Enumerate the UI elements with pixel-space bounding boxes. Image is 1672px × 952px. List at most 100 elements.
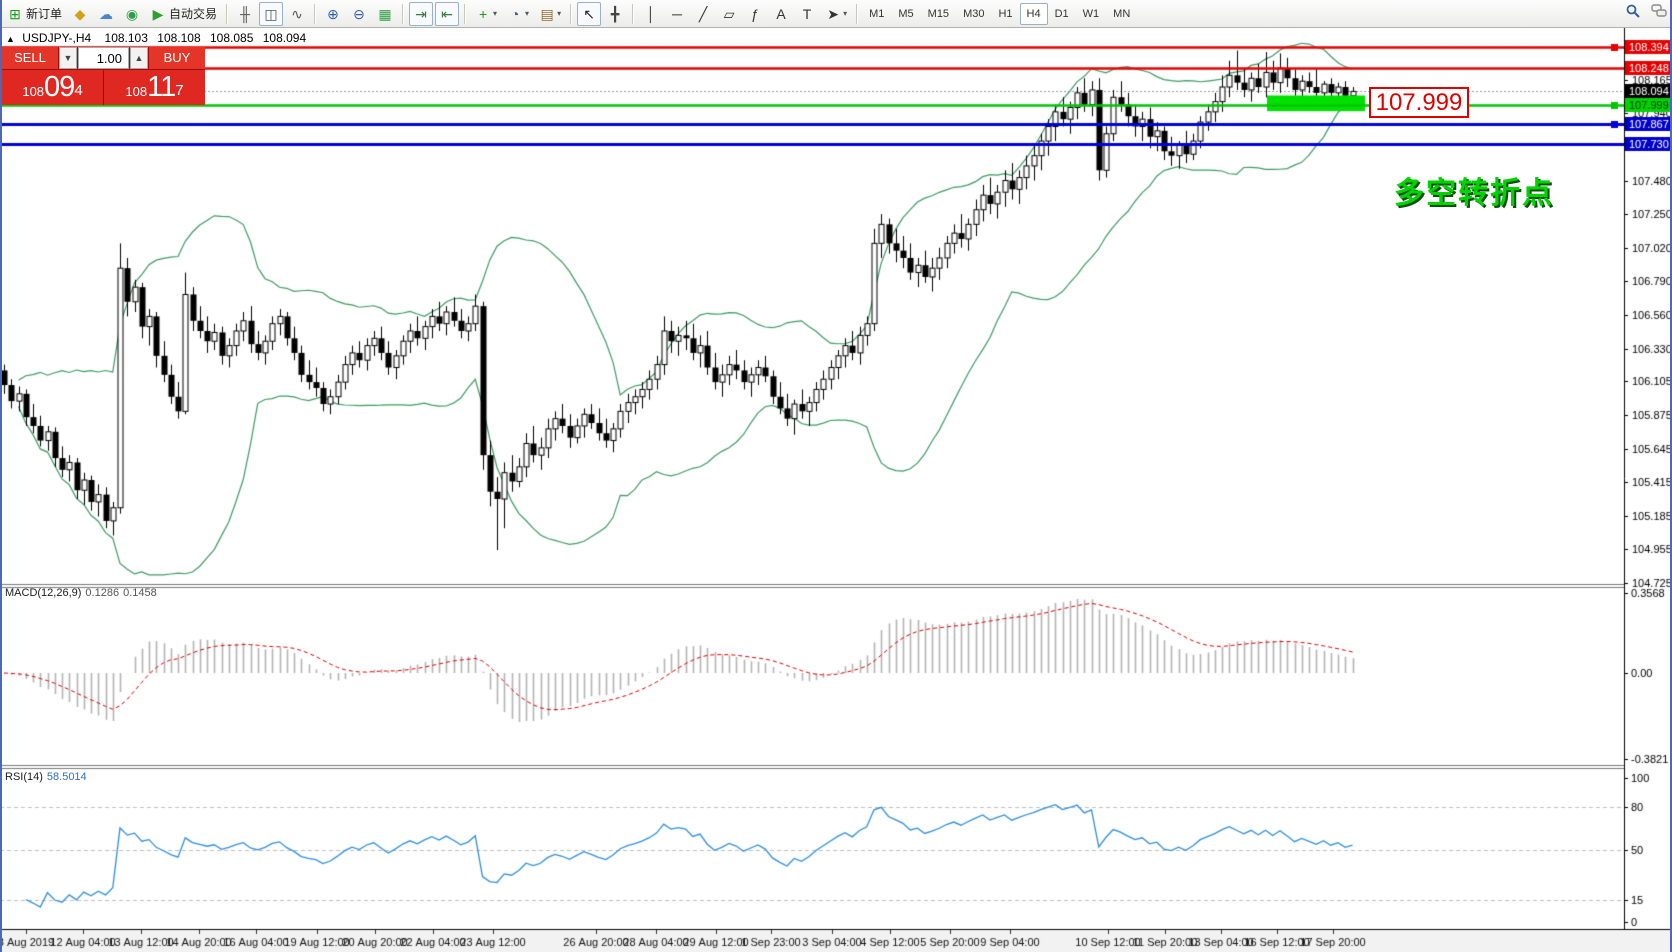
candlestick-chart-icon: ◫ — [264, 5, 278, 22]
ohlc-low: 108.085 — [210, 31, 254, 45]
periods-icon: ◔ — [510, 5, 520, 22]
chat-icon — [1651, 3, 1667, 24]
timeframe-m1[interactable]: M1 — [869, 7, 885, 20]
text-label-icon: T — [802, 5, 812, 22]
templates-icon: ▤ — [540, 5, 554, 22]
dropdown-caret-icon: ▾ — [843, 9, 848, 18]
arrows-icon: ➤ — [827, 5, 839, 22]
arrows-button[interactable]: ➤ ▾ — [821, 2, 851, 26]
line-chart-button[interactable]: ∿ — [285, 2, 309, 26]
dropdown-caret-icon: ▾ — [493, 9, 498, 18]
toolbar-separator — [314, 3, 317, 24]
toolbar-separator — [632, 3, 635, 24]
dropdown-caret-icon: ▾ — [557, 9, 562, 18]
equidistant-channel-button[interactable]: ▱ — [717, 2, 741, 26]
volume-increase-button[interactable]: ▲ — [130, 47, 148, 69]
line-chart-icon: ∿ — [291, 5, 303, 22]
volume-input[interactable] — [78, 47, 129, 69]
auto-scroll-button[interactable]: ⇥ — [409, 1, 434, 26]
chart-shift-icon: ⇤ — [441, 5, 453, 22]
zoom-in-icon: ⊕ — [327, 5, 339, 22]
periods-button[interactable]: ◔ ▾ — [503, 2, 533, 26]
signals-button[interactable]: ◉ — [120, 2, 144, 26]
buy-price[interactable]: 108117 — [104, 70, 205, 105]
crosshair-button[interactable]: ╋ — [603, 2, 627, 26]
timeframe-mn[interactable]: MN — [1113, 7, 1131, 20]
chart-canvas[interactable] — [0, 28, 1672, 952]
crosshair-icon: ╋ — [610, 5, 620, 22]
symbol-period-label: USDJPY-,H4 — [22, 31, 92, 45]
templates-button[interactable]: ▤ ▾ — [535, 2, 565, 26]
autotrading-icon: ▶ — [152, 5, 164, 22]
toolbar-separator — [464, 3, 467, 24]
auto-scroll-icon: ⇥ — [415, 5, 427, 22]
ohlc-high: 108.108 — [157, 31, 201, 45]
search-button[interactable] — [1621, 2, 1645, 26]
timeframe-m5[interactable]: M5 — [898, 7, 914, 20]
text-button[interactable]: A — [769, 2, 793, 26]
autotrading-button[interactable]: ▶ 自动交易 — [146, 2, 221, 26]
text-icon: A — [776, 5, 786, 22]
sell-button[interactable]: SELL — [2, 47, 58, 69]
price-callout[interactable]: 107.999 — [1369, 87, 1469, 118]
ohlc-close: 108.094 — [262, 31, 307, 45]
vertical-line-button[interactable]: │ — [639, 2, 663, 26]
bar-chart-icon: ╫ — [240, 5, 250, 22]
timeframe-m30[interactable]: M30 — [963, 7, 985, 20]
trendline-button[interactable]: ╱ — [691, 2, 715, 26]
bar-chart-button[interactable]: ╫ — [233, 2, 257, 26]
zoom-in-button[interactable]: ⊕ — [321, 2, 345, 26]
toolbar-separator — [226, 3, 229, 24]
zoom-out-button[interactable]: ⊖ — [347, 2, 371, 26]
buy-button[interactable]: BUY — [149, 47, 205, 69]
sell-price[interactable]: 108094 — [2, 70, 103, 105]
toolbar-separator — [402, 3, 405, 24]
toolbar-separator — [856, 3, 859, 24]
publish-button[interactable]: ◆ — [68, 2, 92, 26]
tile-windows-button[interactable]: ▦ — [373, 2, 397, 26]
equidistant-channel-icon: ▱ — [723, 5, 735, 22]
macd-label: MACD(12,26,9) 0.1286 0.1458 — [5, 587, 157, 599]
zoom-out-icon: ⊖ — [353, 5, 365, 22]
fibonacci-icon: ƒ — [751, 5, 759, 22]
horizontal-line-button[interactable]: ─ — [665, 2, 689, 26]
signals-icon: ◉ — [125, 5, 139, 22]
timeframe-d1[interactable]: D1 — [1054, 7, 1069, 20]
toolbar: ⊞ 新订单 ◆ ☁ ◉ ▶ 自动交易 ╫ ◫ ∿ ⊕ ⊖ ▦ ⇥ ⇤ + ▾ ◔ ▾ ▤ ▾ ↖ ╋ │ ─ ╱ ▱ ƒ A T ➤ ▾ M1 M… — [0, 0, 1672, 28]
text-label-button[interactable]: T — [795, 2, 819, 26]
new-order-button[interactable]: ⊞ 新订单 — [3, 2, 66, 26]
tile-windows-icon: ▦ — [378, 5, 392, 22]
candlestick-chart-button[interactable]: ◫ — [259, 1, 284, 26]
timeframe-w1[interactable]: W1 — [1082, 7, 1100, 20]
chart-header: ▲ USDJPY-,H4 108.103 108.108 108.085 108… — [6, 31, 312, 45]
cursor-button[interactable]: ↖ — [577, 1, 602, 26]
chat-button[interactable] — [1647, 2, 1671, 26]
chart-annotation[interactable]: 多空转折点 — [1394, 177, 1554, 210]
panel-collapse-icon[interactable]: ▲ — [6, 34, 15, 44]
timeframe-h4[interactable]: H4 — [1019, 2, 1048, 25]
cursor-icon: ↖ — [583, 5, 595, 22]
vertical-line-icon: │ — [646, 5, 656, 22]
dropdown-caret-icon: ▾ — [525, 9, 530, 18]
window-border-left — [0, 0, 2, 952]
fibonacci-button[interactable]: ƒ — [743, 2, 767, 26]
new-order-icon: ⊞ — [9, 5, 21, 22]
volume-decrease-button[interactable]: ▼ — [59, 47, 77, 69]
indicators-button[interactable]: + ▾ — [471, 2, 501, 26]
publish-icon: ◆ — [74, 5, 86, 22]
new-order-label: 新订单 — [26, 7, 63, 21]
autotrading-label: 自动交易 — [169, 7, 218, 21]
indicators-icon: + — [478, 5, 488, 22]
one-click-trading-panel: SELL ▼ ▲ BUY 108094 108117 — [2, 47, 205, 105]
timeframe-m15[interactable]: M15 — [927, 7, 950, 20]
trendline-icon: ╱ — [698, 5, 708, 22]
mql5-community-icon: ☁ — [99, 5, 114, 22]
rsi-label: RSI(14) 58.5014 — [5, 771, 87, 783]
window-border-right — [1670, 0, 1672, 952]
timeframe-h1[interactable]: H1 — [998, 7, 1013, 20]
search-icon — [1625, 3, 1641, 24]
chart-shift-button[interactable]: ⇤ — [435, 1, 460, 26]
mql5-community-button[interactable]: ☁ — [94, 2, 118, 26]
toolbar-separator — [570, 3, 573, 24]
